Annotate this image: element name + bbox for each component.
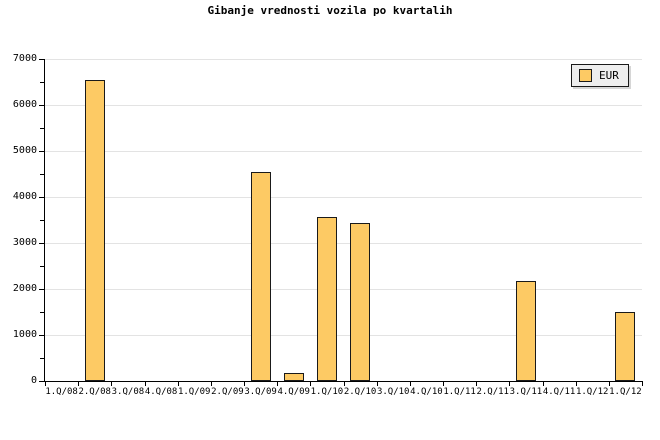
y-axis-labels: 0 1000 2000 3000 4000 5000 6000 7000 (0, 0, 37, 440)
gridline (45, 59, 642, 60)
x-axis-tick (78, 381, 79, 386)
bar[interactable] (350, 223, 370, 381)
chart-title: Gibanje vrednosti vozila po kvartalih (207, 4, 453, 17)
y-axis-tick-label: 4000 (12, 191, 37, 202)
x-axis-tick-label: 1.Q/11 (443, 387, 476, 397)
x-axis-tick-label: 2.Q/08 (78, 387, 111, 397)
x-axis-tick-label: 1.Q/08 (45, 387, 78, 397)
y-axis-tick-label: 2000 (12, 283, 37, 294)
y-axis-tick (39, 151, 45, 152)
legend-label-eur: EUR (599, 69, 619, 82)
bar[interactable] (615, 312, 635, 381)
x-axis-tick-label: 1.Q/12 (609, 387, 642, 397)
x-axis-tick-label: 4.Q/10 (410, 387, 443, 397)
x-axis-line (44, 381, 642, 382)
gridline (45, 105, 642, 106)
x-axis-tick-label: 3.Q/10 (376, 387, 410, 397)
bar[interactable] (317, 217, 337, 381)
x-axis-tick (211, 381, 212, 386)
x-axis-tick (377, 381, 378, 386)
y-axis-minor-tick (40, 358, 45, 359)
x-axis-tick (576, 381, 577, 386)
gridline (45, 197, 642, 198)
y-axis-tick-label: 0 (30, 375, 37, 386)
x-axis-tick-label: 2.Q/10 (343, 387, 377, 397)
x-axis-tick-label: 3.Q/09 (244, 387, 277, 397)
gridline (45, 151, 642, 152)
y-axis-tick (39, 59, 45, 60)
y-axis-tick (39, 381, 45, 382)
y-axis-tick (39, 243, 45, 244)
plot-area (45, 59, 642, 381)
y-axis-tick-label: 7000 (12, 53, 37, 64)
y-axis-minor-tick (40, 128, 45, 129)
x-axis-tick (642, 381, 643, 386)
y-axis-minor-tick (40, 220, 45, 221)
y-axis-minor-tick (40, 266, 45, 267)
x-axis-tick-label: 2.Q/09 (211, 387, 244, 397)
x-axis-tick (244, 381, 245, 386)
chart-legend[interactable]: EUR (571, 64, 629, 87)
x-axis-tick (111, 381, 112, 386)
bar[interactable] (284, 373, 304, 381)
bar[interactable] (516, 281, 536, 381)
y-axis-tick-label: 6000 (12, 99, 37, 110)
y-axis-tick-label: 5000 (12, 145, 37, 156)
x-axis-tick (410, 381, 411, 386)
bar[interactable] (251, 172, 271, 381)
x-axis-tick (145, 381, 146, 386)
x-axis-tick-label: 1.Q/09 (177, 387, 211, 397)
x-axis-tick (609, 381, 610, 386)
x-axis-tick-label: 3.Q/08 (111, 387, 145, 397)
y-axis-minor-tick (40, 312, 45, 313)
bar[interactable] (85, 80, 105, 381)
y-axis-tick (39, 289, 45, 290)
x-axis-tick (543, 381, 544, 386)
gridline (45, 289, 642, 290)
y-axis-tick (39, 335, 45, 336)
x-axis-tick (509, 381, 510, 386)
x-axis-tick-label: 3.Q/11 (509, 387, 543, 397)
x-axis-tick-label: 4.Q/11 (542, 387, 576, 397)
y-axis-tick-label: 3000 (12, 237, 37, 248)
gridline (45, 335, 642, 336)
y-axis-minor-tick (40, 174, 45, 175)
x-axis-tick (443, 381, 444, 386)
x-axis-tick (178, 381, 179, 386)
gridline (45, 243, 642, 244)
x-axis-tick (277, 381, 278, 386)
x-axis-tick (45, 381, 46, 386)
x-axis-tick (344, 381, 345, 386)
x-axis-tick-label: 1.Q/10 (310, 387, 344, 397)
legend-swatch-eur (579, 69, 592, 82)
y-axis-tick (39, 105, 45, 106)
x-axis-tick-label: 1.Q/12 (575, 387, 609, 397)
x-axis-tick (310, 381, 311, 386)
x-axis-tick-label: 4.Q/09 (277, 387, 310, 397)
x-axis-tick (476, 381, 477, 386)
y-axis-minor-tick (40, 82, 45, 83)
x-axis-tick-label: 2.Q/11 (476, 387, 509, 397)
y-axis-tick (39, 197, 45, 198)
y-axis-tick-label: 1000 (12, 329, 37, 340)
x-axis-tick-label: 4.Q/08 (144, 387, 178, 397)
